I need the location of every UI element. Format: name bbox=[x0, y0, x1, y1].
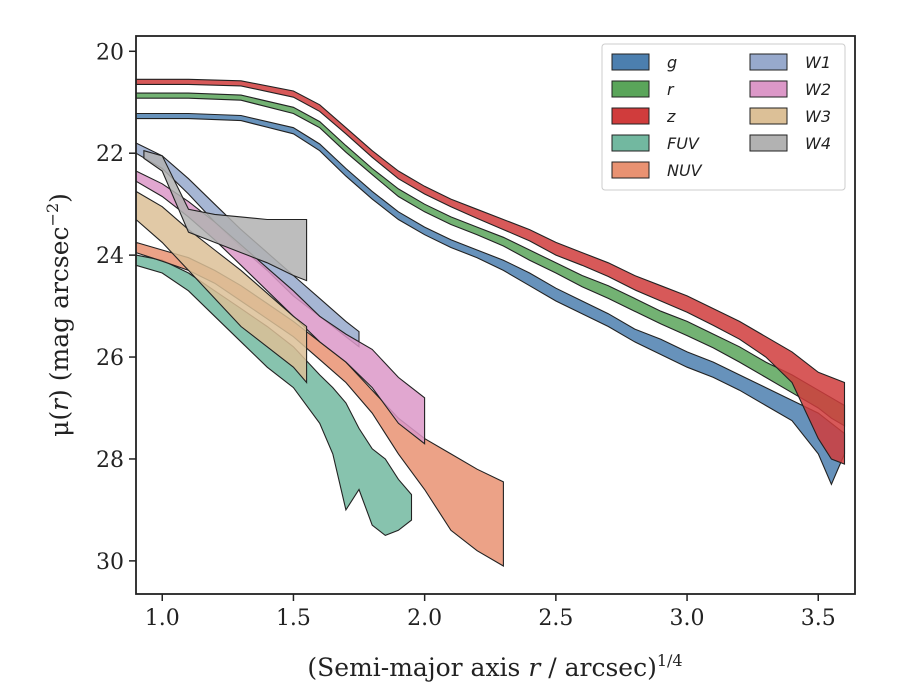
legend-swatch-w4 bbox=[749, 134, 788, 152]
x-tick-label: 3.5 bbox=[801, 606, 836, 631]
y-axis-label: μ(r) (mag arcsec−2) bbox=[43, 193, 74, 437]
legend-label-w4: W4 bbox=[805, 134, 831, 153]
x-axis: 1.0 1.5 2.0 2.5 3.0 3.5 bbox=[145, 594, 836, 631]
plot-frame bbox=[135, 35, 856, 595]
surface-brightness-bands bbox=[135, 78, 846, 567]
x-tick-label: 1.5 bbox=[276, 606, 311, 631]
y-axis: 20 22 24 26 28 30 bbox=[96, 40, 136, 575]
band-w3 bbox=[135, 190, 308, 384]
band-w4 bbox=[143, 149, 308, 282]
y-tick-label: 26 bbox=[96, 346, 124, 371]
legend-swatch-nuv bbox=[611, 161, 650, 179]
legend-swatch-w2 bbox=[749, 80, 788, 98]
legend-swatch-g bbox=[611, 53, 650, 71]
legend: grz FUV NUV W1 W2 W3 W4 bbox=[601, 43, 846, 191]
legend-swatch-r bbox=[611, 80, 650, 98]
y-tick-label: 22 bbox=[96, 142, 124, 167]
x-tick-label: 3.0 bbox=[670, 606, 705, 631]
band-z bbox=[135, 78, 846, 465]
legend-label-w2: W2 bbox=[805, 80, 831, 99]
y-tick-label: 20 bbox=[96, 40, 124, 65]
legend-label-z: z bbox=[666, 107, 676, 126]
legend-label-g: g bbox=[667, 53, 677, 72]
legend-swatch-fuv bbox=[611, 134, 650, 152]
x-tick-label: 2.5 bbox=[538, 606, 573, 631]
x-axis-label: (Semi-major axis r / arcsec)1/4 bbox=[307, 651, 682, 682]
y-tick-label: 24 bbox=[96, 244, 124, 269]
legend-swatch-w3 bbox=[749, 107, 788, 125]
legend-swatch-w1 bbox=[749, 53, 788, 71]
x-tick-label: 2.0 bbox=[407, 606, 442, 631]
legend-label-fuv: FUV bbox=[667, 134, 700, 153]
legend-label-nuv: NUV bbox=[667, 161, 703, 180]
legend-label-w1: W1 bbox=[805, 53, 831, 72]
legend-swatch-z bbox=[611, 107, 650, 125]
y-tick-label: 28 bbox=[96, 448, 124, 473]
y-tick-label: 30 bbox=[96, 550, 124, 575]
x-tick-label: 1.0 bbox=[145, 606, 180, 631]
legend-label-w3: W3 bbox=[805, 107, 831, 126]
legend-label-r: r bbox=[667, 80, 675, 99]
